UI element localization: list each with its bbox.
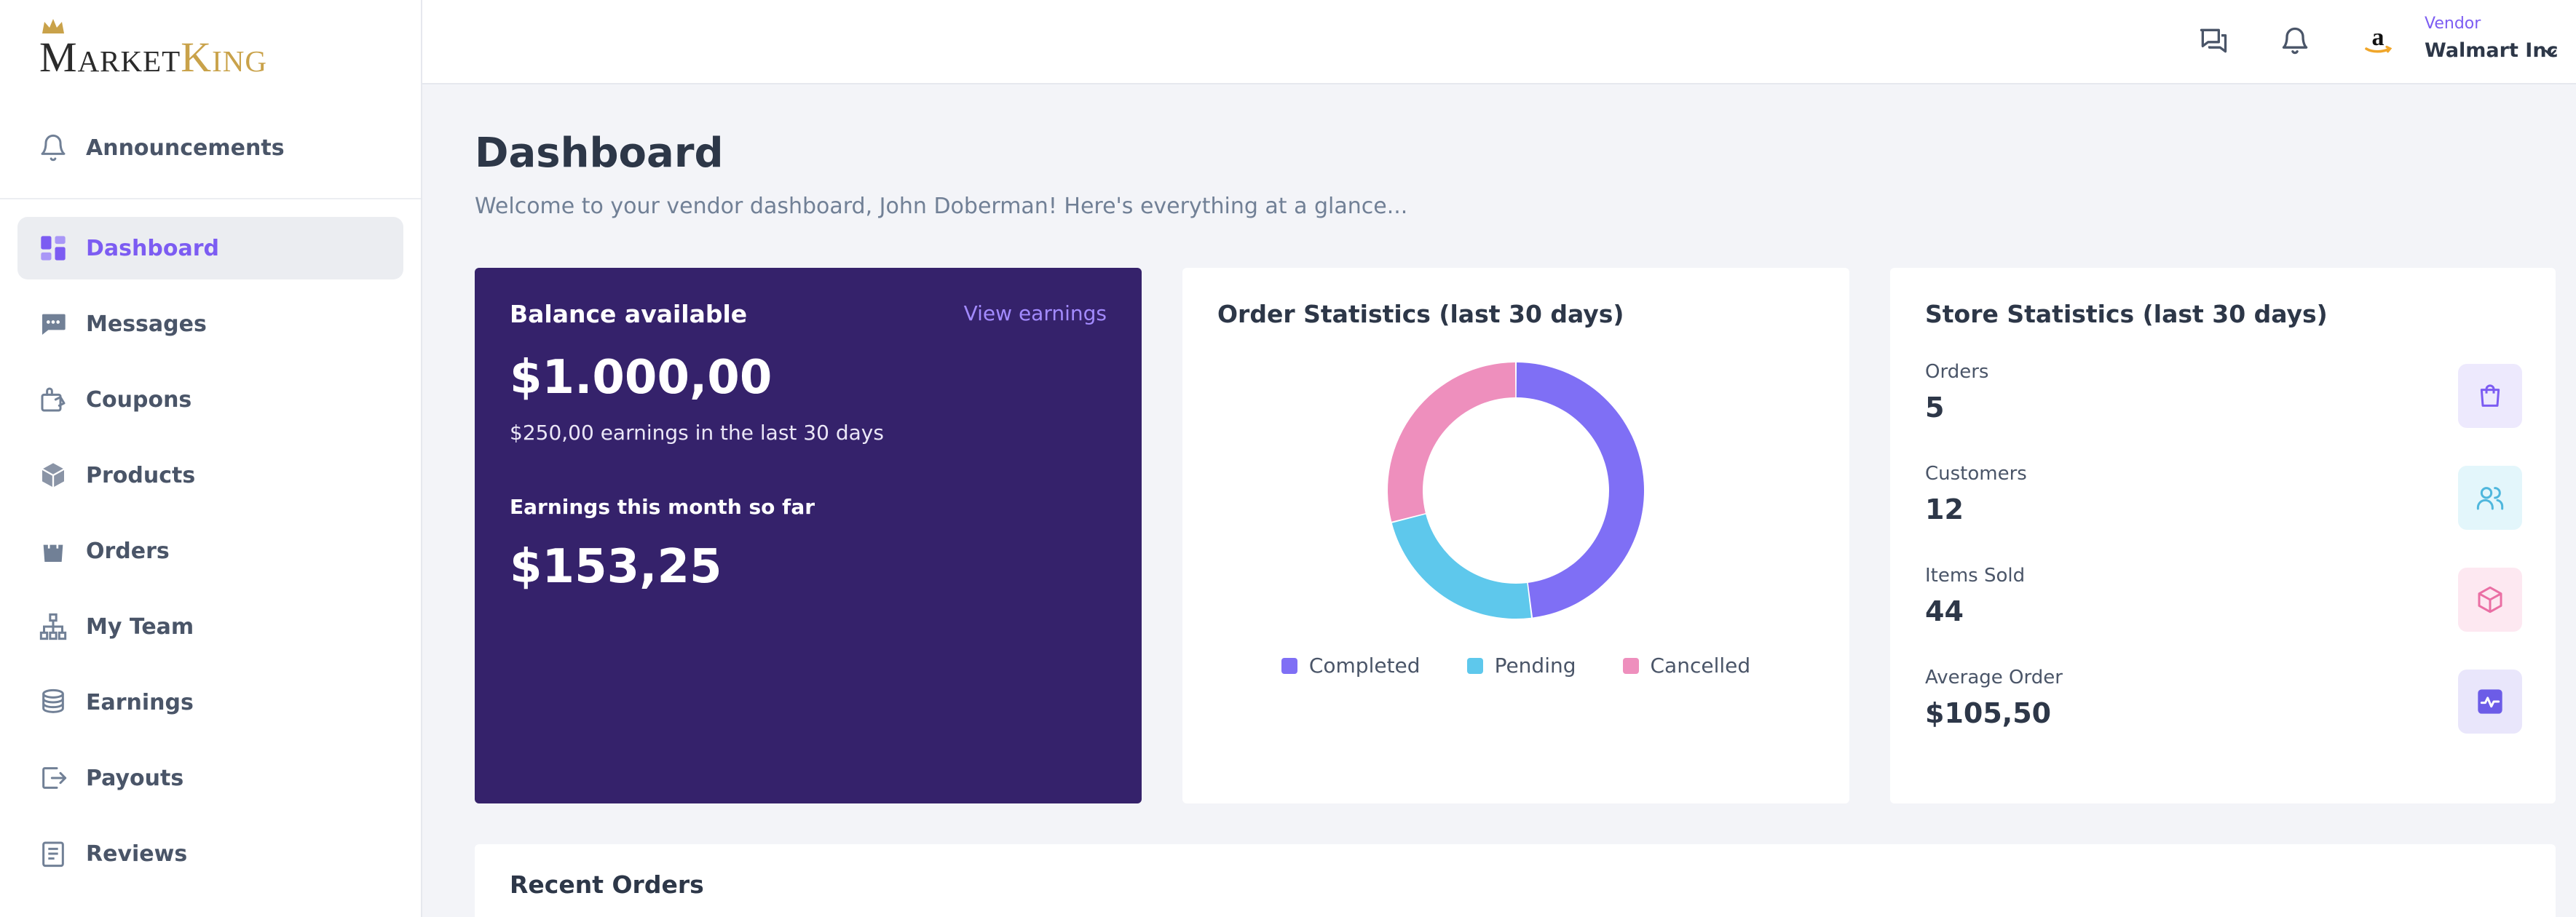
stat-label: Orders: [1925, 361, 1989, 383]
svg-text:a: a: [2372, 24, 2385, 51]
sidebar-item-label: My Team: [86, 614, 194, 640]
marketking-logo[interactable]: MarketKing: [39, 19, 267, 81]
legend-item-completed[interactable]: Completed: [1281, 654, 1421, 678]
chart-legend: Completed Pending Cancelled: [1182, 654, 1849, 678]
stat-items-sold: Items Sold 44: [1925, 565, 2522, 645]
sidebar-item-label: Coupons: [86, 386, 192, 413]
recent-orders-title: Recent Orders: [510, 870, 704, 899]
shopping-bag-icon: [2458, 364, 2522, 428]
page-title: Dashboard: [475, 130, 724, 177]
sidebar-item-my-team[interactable]: My Team: [17, 595, 403, 658]
org-chart-icon: [36, 610, 70, 643]
sidebar-item-dashboard[interactable]: Dashboard: [17, 217, 403, 279]
coins-icon: [36, 686, 70, 719]
order-statistics-donut-chart: [1388, 362, 1644, 619]
cube-icon: [2458, 568, 2522, 632]
donut-slice-cancelled[interactable]: [1388, 362, 1516, 522]
top-bar: [422, 0, 2576, 84]
sidebar-item-announcements[interactable]: Announcements: [17, 116, 403, 179]
sidebar-item-products[interactable]: Products: [17, 444, 403, 507]
balance-card: Balance available View earnings $1.000,0…: [475, 268, 1142, 803]
sidebar-item-label: Announcements: [86, 135, 285, 161]
stat-label: Customers: [1925, 463, 2027, 485]
sidebar-item-label: Products: [86, 462, 196, 488]
vendor-caption: Vendor: [2425, 15, 2481, 33]
sidebar-divider: [0, 198, 421, 199]
balance-30-day-earnings: $250,00 earnings in the last 30 days: [510, 421, 884, 445]
amazon-avatar-icon[interactable]: a: [2359, 22, 2397, 60]
stat-label: Average Order: [1925, 667, 2063, 688]
stat-label: Items Sold: [1925, 565, 2026, 587]
donut-slice-pending[interactable]: [1391, 514, 1532, 619]
payout-icon: [36, 761, 70, 795]
sidebar-item-orders[interactable]: Orders: [17, 520, 403, 582]
stat-value: 5: [1925, 392, 1945, 424]
sidebar-item-earnings[interactable]: Earnings: [17, 671, 403, 734]
bell-icon: [36, 131, 70, 164]
chat-bubble-icon: [36, 307, 70, 341]
balance-title: Balance available: [510, 300, 748, 328]
stat-value: $105,50: [1925, 697, 2052, 729]
order-statistics-title: Order Statistics (last 30 days): [1217, 300, 1624, 328]
legend-swatch: [1281, 657, 1297, 674]
stat-customers: Customers 12: [1925, 463, 2522, 543]
page-subtitle: Welcome to your vendor dashboard, John D…: [475, 194, 1408, 219]
dashboard-grid-icon: [36, 231, 70, 265]
coupon-icon: [36, 383, 70, 416]
chat-icon[interactable]: [2194, 22, 2232, 60]
legend-swatch: [1466, 657, 1483, 674]
activity-icon: [2458, 670, 2522, 734]
legend-item-pending[interactable]: Pending: [1466, 654, 1576, 678]
sidebar-item-label: Dashboard: [86, 235, 219, 261]
sidebar-item-reviews[interactable]: Reviews: [17, 822, 403, 885]
sidebar-item-label: Earnings: [86, 689, 194, 715]
order-statistics-card: Order Statistics (last 30 days) Complete…: [1182, 268, 1849, 803]
stat-orders: Orders 5: [1925, 361, 2522, 441]
shopping-bag-icon: [36, 534, 70, 568]
notification-bell-icon[interactable]: [2276, 22, 2314, 60]
recent-orders-card: Recent Orders: [475, 844, 2556, 917]
balance-amount: $1.000,00: [510, 351, 773, 405]
sidebar-item-label: Orders: [86, 538, 170, 564]
store-statistics-card: Store Statistics (last 30 days) Orders 5…: [1890, 268, 2556, 803]
legend-label: Cancelled: [1650, 654, 1751, 678]
donut-slice-completed[interactable]: [1516, 362, 1644, 618]
stat-average-order: Average Order $105,50: [1925, 667, 2522, 747]
chevron-down-icon[interactable]: [2541, 44, 2560, 66]
legend-label: Pending: [1494, 654, 1576, 678]
legend-label: Completed: [1308, 654, 1421, 678]
sidebar-item-label: Messages: [86, 311, 207, 337]
box-icon: [36, 458, 70, 492]
sidebar-item-coupons[interactable]: Coupons: [17, 368, 403, 431]
sidebar-item-payouts[interactable]: Payouts: [17, 747, 403, 809]
sidebar-item-messages[interactable]: Messages: [17, 293, 403, 355]
legend-swatch: [1622, 657, 1639, 674]
clipboard-icon: [36, 837, 70, 870]
vendor-name[interactable]: Walmart Inc: [2425, 39, 2559, 62]
users-icon: [2458, 466, 2522, 530]
store-statistics-title: Store Statistics (last 30 days): [1925, 300, 2328, 328]
month-earnings-label: Earnings this month so far: [510, 495, 815, 519]
legend-item-cancelled[interactable]: Cancelled: [1622, 654, 1751, 678]
sidebar-item-label: Reviews: [86, 841, 188, 867]
sidebar-item-label: Payouts: [86, 765, 184, 791]
stat-value: 12: [1925, 493, 1964, 525]
view-earnings-link[interactable]: View earnings: [963, 301, 1107, 325]
crown-icon: [42, 19, 64, 33]
logo-text: MarketKing: [39, 33, 267, 81]
month-earnings-amount: $153,25: [510, 540, 722, 594]
stat-value: 44: [1925, 595, 1964, 627]
sidebar: MarketKing Announcements Dashboard Messa…: [0, 0, 422, 917]
